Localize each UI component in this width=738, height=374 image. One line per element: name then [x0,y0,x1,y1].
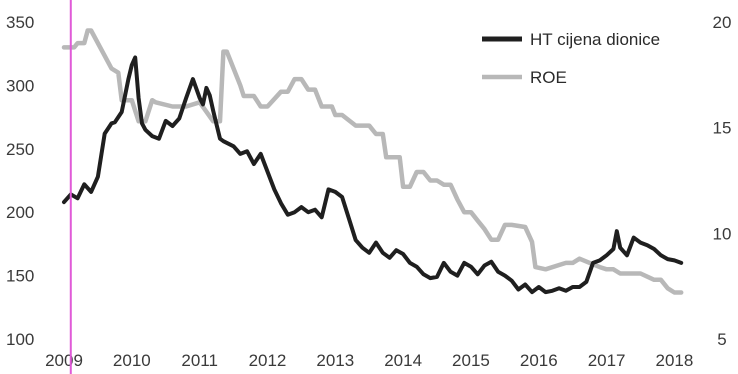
left-tick-label: 300 [6,76,34,95]
left-tick-label: 250 [6,140,34,159]
right-tick-label: 15 [713,119,732,138]
x-tick-label: 2013 [316,351,354,370]
left-tick-label: 150 [6,267,34,286]
x-tick-label: 2014 [384,351,422,370]
legend: HT cijena dionice ROE [482,30,660,87]
x-tick-label: 2012 [249,351,287,370]
left-axis-ticks: 100 150 200 250 300 350 [6,13,34,349]
x-tick-label: 2018 [656,351,694,370]
x-tick-label: 2009 [45,351,83,370]
legend-label-roe: ROE [530,68,567,87]
legend-label-ht-price: HT cijena dionice [530,30,660,49]
right-tick-label: 10 [713,224,732,243]
right-axis-ticks: 5 10 15 20 [713,13,732,349]
right-tick-label: 20 [713,13,732,32]
left-tick-label: 350 [6,13,34,32]
x-tick-label: 2010 [113,351,151,370]
series-layer [61,28,684,295]
series-line-roe [61,28,684,295]
left-tick-label: 200 [6,203,34,222]
x-tick-label: 2011 [181,351,218,370]
series-line-ht-price [62,55,684,295]
x-tick-label: 2017 [588,351,626,370]
x-tick-label: 2015 [452,351,490,370]
left-tick-label: 100 [6,330,34,349]
right-tick-label: 5 [717,330,726,349]
x-tick-label: 2016 [520,351,558,370]
x-axis-ticks: 2009 2010 2011 2012 2013 2014 2015 2016 2017 2018 [45,351,693,370]
